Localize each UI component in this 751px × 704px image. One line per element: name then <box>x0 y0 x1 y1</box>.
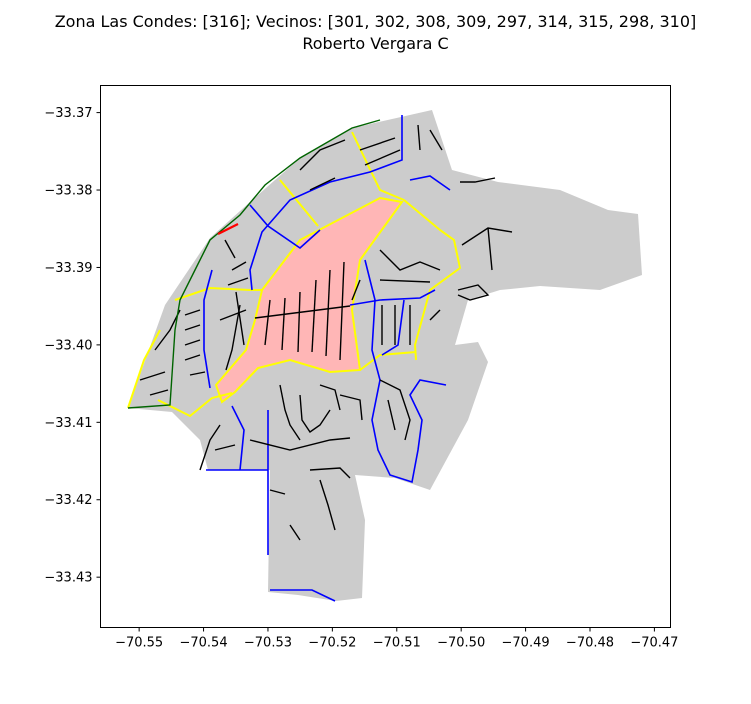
y-tick-label: −33.40 <box>44 338 92 353</box>
y-tick-label: −33.43 <box>44 571 92 586</box>
zone-boundaries <box>127 131 462 418</box>
x-tick-label: −70.52 <box>308 636 356 651</box>
y-tick-label: −33.41 <box>44 416 92 431</box>
local-streets <box>139 124 513 541</box>
zone-316-area <box>214 196 404 404</box>
plot-frame <box>100 85 671 628</box>
x-axis: −70.55 −70.54 −70.53 −70.52 −70.51 −70.50 −70.… <box>115 627 678 651</box>
y-tick-label: −33.38 <box>44 184 92 199</box>
main-streets <box>203 115 451 602</box>
x-tick-label: −70.48 <box>566 636 614 651</box>
highlight-segment <box>217 223 239 235</box>
x-tick-label: −70.49 <box>502 636 550 651</box>
y-tick-label: −33.42 <box>44 493 92 508</box>
x-tick-label: −70.51 <box>373 636 421 651</box>
y-axis: −33.37 −33.38 −33.39 −33.40 −33.41 −33.42 −33.… <box>44 106 101 586</box>
x-tick-label: −70.55 <box>115 636 163 651</box>
x-tick-label: −70.47 <box>630 636 678 651</box>
x-tick-label: −70.50 <box>437 636 485 651</box>
y-tick-label: −33.37 <box>44 106 92 121</box>
x-tick-label: −70.53 <box>244 636 292 651</box>
commune-limit-line <box>127 119 381 409</box>
x-tick-label: −70.54 <box>179 636 227 651</box>
y-tick-label: −33.39 <box>44 261 92 276</box>
map-title-line-1: Zona Las Condes: [316]; Vecinos: [301, 3… <box>54 12 697 31</box>
map-title-line-2: Roberto Vergara C <box>302 34 449 53</box>
